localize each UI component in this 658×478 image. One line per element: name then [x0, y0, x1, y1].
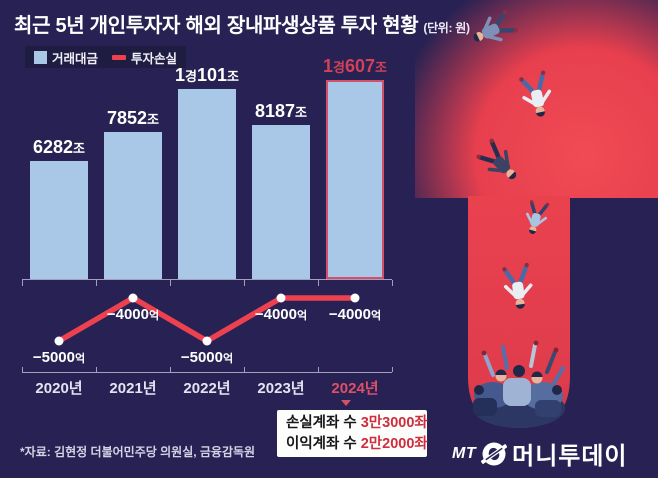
title-text: 최근 5년 개인투자자 해외 장내파생상품 투자 현황 [14, 15, 419, 37]
loss-point-2023 [276, 293, 286, 303]
bar-2023 [252, 125, 310, 279]
legend-item-loss: 투자손실 [112, 48, 177, 67]
loss-accounts-value: 3만3000좌 [360, 415, 428, 431]
bar-value-2024: 1경607조 [323, 56, 387, 76]
loss-accounts-label: 손실계좌 수 [286, 415, 357, 431]
legend-label: 투자손실 [131, 51, 178, 66]
bar-value-2020: 6282조 [32, 137, 86, 157]
falling-person [476, 138, 517, 180]
year-label-2023: 2023년 [257, 380, 305, 397]
mt-logo-text: MT [452, 444, 477, 462]
axis-tick [318, 280, 319, 286]
loss-value-2022: −5000억 [180, 349, 234, 366]
bar-2020 [30, 161, 88, 279]
bar-2021 [104, 132, 162, 279]
axis-tick [318, 367, 319, 372]
bar-swatch-icon [34, 50, 47, 64]
legend-item-volume: 거래대금 [34, 48, 98, 67]
axis-tick [244, 367, 245, 372]
bar-value-2022: 1경101조 [175, 65, 239, 85]
loss-point-2024 [350, 293, 360, 303]
loss-value-2021: −4000억 [106, 306, 160, 323]
falling-people-illustration [415, 0, 658, 478]
loss-point-2020 [54, 336, 64, 346]
axis-tick [170, 367, 171, 372]
people-pile [473, 340, 565, 428]
year-label-2020: 2020년 [35, 380, 83, 397]
bar-2024 [326, 80, 384, 279]
profit-accounts-label: 이익계좌 수 [286, 436, 357, 452]
page-title: 최근 5년 개인투자자 해외 장내파생상품 투자 현황 (단위: 원) [14, 9, 470, 38]
axis-tick [170, 280, 171, 286]
axis-tick [22, 367, 23, 372]
source-note: *자료: 김현정 더불어민주당 의원실, 금융감독원 [20, 445, 256, 459]
loss-value-2023: −4000억 [254, 306, 308, 323]
unit-note: (단위: 원) [423, 21, 470, 35]
axis-tick [244, 280, 245, 286]
falling-person [473, 10, 518, 42]
line-swatch-icon [112, 54, 127, 60]
legend-label: 거래대금 [52, 51, 99, 66]
profit-accounts-value: 2만2000좌 [360, 436, 428, 452]
axis-tick [96, 367, 97, 372]
bar-baseline-axis [22, 279, 392, 280]
category-axis [22, 372, 392, 373]
accounts-callout: 손실계좌 수 3만3000좌 이익계좌 수 2만2000좌 [277, 410, 428, 457]
pit-channel [468, 196, 570, 428]
falling-person [525, 200, 550, 234]
moneytoday-wordmark: 머니투데이 [512, 443, 628, 470]
loss-value-2024: −4000억 [328, 306, 382, 323]
callout-pointer-icon [341, 400, 351, 406]
year-label-2021: 2021년 [109, 380, 157, 397]
year-label-2024: 2024년 [331, 380, 379, 397]
loss-value-2020: −5000억 [32, 349, 86, 366]
falling-person [519, 70, 552, 117]
axis-tick [22, 280, 23, 286]
falling-person [502, 262, 533, 309]
loss-point-2022 [202, 336, 212, 346]
loss-line [56, 295, 358, 344]
year-label-2022: 2022년 [183, 380, 231, 397]
axis-tick [392, 280, 393, 286]
profit-accounts-row: 이익계좌 수 2만2000좌 [286, 434, 428, 454]
coin-icon [481, 442, 508, 465]
bar-value-2023: 8187조 [254, 101, 308, 121]
bar-value-2021: 7852조 [106, 108, 160, 128]
axis-tick [392, 367, 393, 372]
loss-point-2021 [128, 293, 138, 303]
chart-legend: 거래대금 투자손실 [25, 46, 187, 68]
axis-tick [96, 280, 97, 286]
bar-2022 [178, 89, 236, 279]
moneytoday-logo: MT 머니투데이 [452, 436, 628, 471]
loss-accounts-row: 손실계좌 수 3만3000좌 [286, 413, 428, 433]
